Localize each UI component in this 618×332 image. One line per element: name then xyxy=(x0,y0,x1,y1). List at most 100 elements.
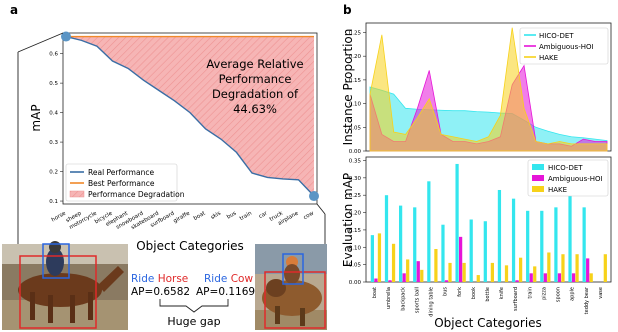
legend-hake-bar-swatch xyxy=(532,186,544,192)
top-y-tick-label: 0.05 xyxy=(349,125,362,131)
bar-hico-knife xyxy=(497,189,502,282)
x-tick-label-surfboard: surfboard xyxy=(513,287,519,311)
y-tick-label: 0.1 xyxy=(49,199,58,205)
x-tick-label-fork: fork xyxy=(457,287,463,297)
bar-hico-dining-table xyxy=(427,181,431,282)
x-tick-label-boat: boat xyxy=(372,287,378,298)
y-tick-label: 0.4 xyxy=(49,111,58,117)
panel-b-bottom-frame xyxy=(365,156,612,283)
x-tick-label-skis: skis xyxy=(210,210,222,220)
bar-hake-train xyxy=(533,266,537,282)
panel-b-bottom-legend: HICO-DET Ambiguous-HOI HAKE xyxy=(527,159,609,197)
x-tick-label-cow: cow xyxy=(303,210,316,221)
bottom-y-tick-label: 0.30 xyxy=(349,176,362,182)
legend-top-hico: HICO-DET xyxy=(539,32,574,40)
bottom-y-tick-label: 0.00 xyxy=(349,280,362,286)
bottom-y-tick-label: 0.25 xyxy=(349,193,362,199)
panel-b-top-chart: 0.00 0.05 0.10 0.15 0.20 0.25 HICO-DET Ambigu… xyxy=(341,22,612,155)
cow-photo xyxy=(255,244,327,330)
panel-a-x-axis-label: Object Categories xyxy=(136,239,244,253)
x-tick-label-knife: knife xyxy=(499,287,505,299)
x-tick-label-bus: bus xyxy=(443,287,449,296)
bar-ambiguous-backpack xyxy=(402,273,406,282)
bar-ambiguous-teddy-bear xyxy=(586,258,590,282)
bar-hake-bottle xyxy=(490,262,494,282)
bar-hake-apple xyxy=(575,254,579,282)
panel-a-legend: Real Performance Best Performance Perfor… xyxy=(65,163,185,202)
bar-hake-vase xyxy=(603,254,607,282)
bar-hake-surfboard xyxy=(519,257,523,282)
bar-hake-boat xyxy=(377,233,382,282)
panel-b-top-y-axis-label: Instance Proportion xyxy=(341,29,355,146)
bar-hake-sports-ball xyxy=(420,269,424,282)
bar-hake-backpack xyxy=(406,259,410,282)
bar-hake-pizza xyxy=(547,252,551,282)
x-tick-label-bottle: bottle xyxy=(485,287,491,302)
x-tick-label-spoon: spoon xyxy=(556,287,562,302)
bar-hake-umbrella xyxy=(391,243,396,282)
bar-ambiguous-spoon xyxy=(557,273,562,282)
x-tick-label-teddy-bear: teddy bear xyxy=(584,286,590,314)
legend-degradation-label: Performance Degradation xyxy=(88,190,185,199)
bar-hico-umbrella xyxy=(384,195,389,282)
bar-hico-fork xyxy=(455,163,459,282)
horse-photo xyxy=(2,241,128,330)
panel-a-chart: 0.10.20.30.40.50.6horsesheepmotorcyclebi… xyxy=(17,31,326,253)
legend-bottom-hico: HICO-DET xyxy=(548,164,583,172)
gap-bracket xyxy=(159,299,229,313)
cow-rider-bbox xyxy=(282,253,304,285)
annotation-line-3: Degradation of xyxy=(212,87,299,101)
bar-hake-fork xyxy=(462,262,466,282)
bar-hico-backpack xyxy=(399,205,403,282)
x-tick-label-sports-ball: sports ball xyxy=(414,287,420,313)
legend-real-label: Real Performance xyxy=(88,168,154,177)
gap-label: Huge gap xyxy=(167,315,220,328)
cow-caption: Ride Cow xyxy=(204,273,253,285)
panel-b-bottom-y-axis-label: Evaluation mAP xyxy=(341,173,355,267)
panel-b-x-axis-label: Object Categories xyxy=(434,316,542,330)
top-y-tick-label: 0.00 xyxy=(349,149,362,155)
bar-ambiguous-sports-ball xyxy=(416,261,420,282)
x-tick-label-umbrella: umbrella xyxy=(386,287,392,309)
cow-ap: AP=0.1169 xyxy=(196,286,255,298)
bar-ambiguous-boat xyxy=(374,278,378,282)
bottom-y-tick-label: 0.05 xyxy=(349,263,362,269)
x-tick-label-train: train xyxy=(239,210,254,222)
cow-bbox xyxy=(264,271,326,329)
connector-left-top xyxy=(17,32,64,53)
bar-hico-apple xyxy=(568,184,572,282)
x-tick-label-car: car xyxy=(258,210,269,220)
bar-ambiguous-pizza xyxy=(543,273,547,282)
y-tick-label: 0.3 xyxy=(49,140,58,146)
panel-label-a: a xyxy=(10,3,18,17)
bar-hico-spoon xyxy=(554,207,558,282)
panel-label-b: b xyxy=(343,3,352,17)
top-y-tick-label: 0.25 xyxy=(349,30,362,36)
top-y-tick-label: 0.20 xyxy=(349,54,362,60)
cow-point-marker xyxy=(309,191,319,202)
x-tick-label-giraffe: giraffe xyxy=(173,210,192,224)
top-y-tick-label: 0.10 xyxy=(349,102,362,108)
annotation-line-4: 44.63% xyxy=(233,102,277,116)
x-tick-label-book: book xyxy=(471,287,477,299)
legend-degradation-swatch xyxy=(69,190,85,198)
y-tick-label: 0.6 xyxy=(49,52,58,58)
bar-hake-dining-table xyxy=(434,249,438,282)
bar-hico-bottle xyxy=(483,221,487,282)
bar-hico-surfboard xyxy=(511,198,516,282)
panel-a-plot-frame xyxy=(62,32,318,205)
x-tick-label-train: train xyxy=(527,287,533,299)
bar-ambiguous-apple xyxy=(571,273,576,282)
legend-top-ambiguous: Ambiguous-HOI xyxy=(539,43,594,51)
x-tick-label-dining-table: dining table xyxy=(429,287,435,317)
bar-hico-teddy-bear xyxy=(582,207,586,282)
bar-hico-boat xyxy=(370,235,374,282)
panel-b-top-legend: HICO-DET Ambiguous-HOI HAKE xyxy=(519,27,609,65)
x-tick-label-apple: apple xyxy=(570,287,576,301)
horse-point-marker xyxy=(61,31,71,42)
x-tick-label-boat: boat xyxy=(193,210,207,222)
annotation-line-1: Average Relative xyxy=(206,57,303,71)
hake-area xyxy=(369,27,608,152)
bar-hake-teddy-bear xyxy=(589,273,593,282)
